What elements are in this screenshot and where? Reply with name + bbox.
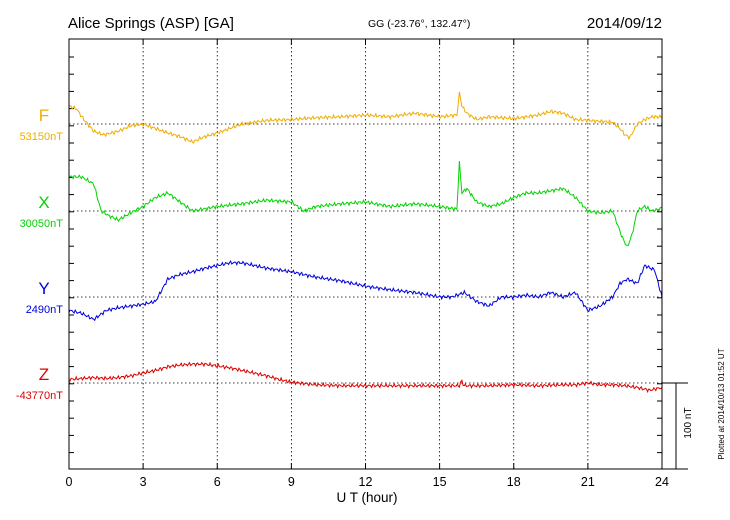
x-tick-label: 6 <box>214 475 221 489</box>
component-name-z: Z <box>39 365 49 384</box>
grid <box>69 39 662 469</box>
x-tick-label: 12 <box>359 475 373 489</box>
series-line-x <box>68 160 663 246</box>
x-tick-label: 24 <box>655 475 669 489</box>
series-line-f <box>68 91 663 144</box>
component-name-y: Y <box>38 279 49 298</box>
x-axis-ticks: 0 3 6 9 12 15 18 21 24 <box>66 39 669 489</box>
x-tick-label: 21 <box>581 475 595 489</box>
baseline-value-y: 2490nT <box>26 304 64 316</box>
series-line-z <box>68 361 663 394</box>
component-name-x: X <box>38 193 49 212</box>
x-tick-label: 9 <box>288 475 295 489</box>
x-tick-label: 0 <box>66 475 73 489</box>
baseline-value-f: 53150nT <box>20 131 64 143</box>
station-coordinates: GG (-23.76°, 132.47°) <box>368 18 470 30</box>
x-tick-label: 18 <box>507 475 521 489</box>
station-title: Alice Springs (ASP) [GA] <box>68 15 234 32</box>
plotted-timestamp: Plotted at 2014/10/13 01:52 UT <box>717 348 726 459</box>
scale-bar <box>662 382 688 470</box>
x-tick-label: 15 <box>433 475 447 489</box>
series-layer <box>68 91 663 394</box>
x-axis-label: U T (hour) <box>336 490 397 505</box>
component-name-f: F <box>39 106 49 125</box>
x-tick-label: 3 <box>140 475 147 489</box>
component-labels: F 53150nT X 30050nT Y 2490nT Z -43770nT <box>16 106 63 402</box>
baseline-value-z: -43770nT <box>16 390 63 402</box>
baseline-value-x: 30050nT <box>20 218 64 230</box>
plot-frame <box>68 38 663 470</box>
chart-date: 2014/09/12 <box>587 15 662 32</box>
scale-bar-label: 100 nT <box>683 407 694 438</box>
series-line-y <box>68 260 663 322</box>
